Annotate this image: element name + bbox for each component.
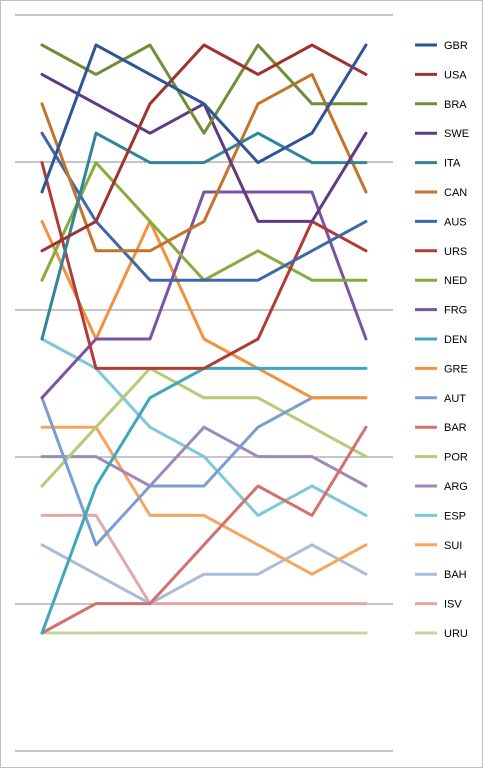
legend-label: AUS <box>444 216 467 228</box>
legend-label: URU <box>444 628 468 640</box>
legend-label: NED <box>444 275 467 287</box>
legend-label: SUI <box>444 540 462 552</box>
legend-item-esp: ESP <box>415 510 466 522</box>
legend-label: BRA <box>444 99 467 111</box>
legend-item-uru: URU <box>415 628 468 640</box>
series-line-aut <box>40 396 368 547</box>
legend-label: URS <box>444 246 467 258</box>
legend-item-usa: USA <box>415 69 467 81</box>
legend-item-bar: BAR <box>415 422 467 434</box>
legend-item-frg: FRG <box>415 305 467 317</box>
series-line-bra <box>40 43 368 135</box>
series-line-usa <box>40 43 368 253</box>
legend-item-bah: BAH <box>415 569 467 581</box>
series-line-bah <box>40 543 368 606</box>
legend-item-sui: SUI <box>415 540 462 552</box>
legend-item-arg: ARG <box>415 481 468 493</box>
series-line-por <box>40 366 368 488</box>
legend-item-ita: ITA <box>415 158 461 170</box>
series-line-den <box>40 366 368 635</box>
legend-label: USA <box>444 69 467 81</box>
legend-label: BAH <box>444 569 467 581</box>
series-line-gbr <box>40 43 368 194</box>
series-line-ita <box>40 131 368 341</box>
legend-item-gre: GRE <box>415 363 468 375</box>
series-line-frg <box>40 190 368 400</box>
series-line-can <box>40 72 368 253</box>
legend-item-bra: BRA <box>415 99 467 111</box>
legend-label: AUT <box>444 393 466 405</box>
legend-label: ESP <box>444 510 466 522</box>
legend-item-gbr: GBR <box>415 40 468 52</box>
legend-item-can: CAN <box>415 187 467 199</box>
legend-item-isv: ISV <box>415 599 462 611</box>
legend-label: DEN <box>444 334 467 346</box>
legend-label: GBR <box>444 40 468 52</box>
series-line-bar <box>40 425 368 635</box>
legend-label: POR <box>444 452 468 464</box>
legend-label: ITA <box>444 158 461 170</box>
legend-item-aut: AUT <box>415 393 466 405</box>
legend-label: BAR <box>444 422 467 434</box>
legend-item-aus: AUS <box>415 216 467 228</box>
legend-label: GRE <box>444 363 468 375</box>
legend-item-por: POR <box>415 452 468 464</box>
legend-item-ned: NED <box>415 275 467 287</box>
legend-item-urs: URS <box>415 246 467 258</box>
legend-label: CAN <box>444 187 467 199</box>
legend-label: ARG <box>444 481 468 493</box>
series-line-isv <box>40 513 368 606</box>
series-line-arg <box>40 425 368 488</box>
legend-label: ISV <box>444 599 462 611</box>
series-lines <box>40 43 368 635</box>
legend-item-den: DEN <box>415 334 467 346</box>
legend-item-swe: SWE <box>415 128 469 140</box>
legend-label: SWE <box>444 128 469 140</box>
legend-label: FRG <box>444 305 467 317</box>
legend: GBR USA BRA SWE ITA CAN AUS URS NED FRG DEN GRE AUT B… <box>415 40 469 640</box>
